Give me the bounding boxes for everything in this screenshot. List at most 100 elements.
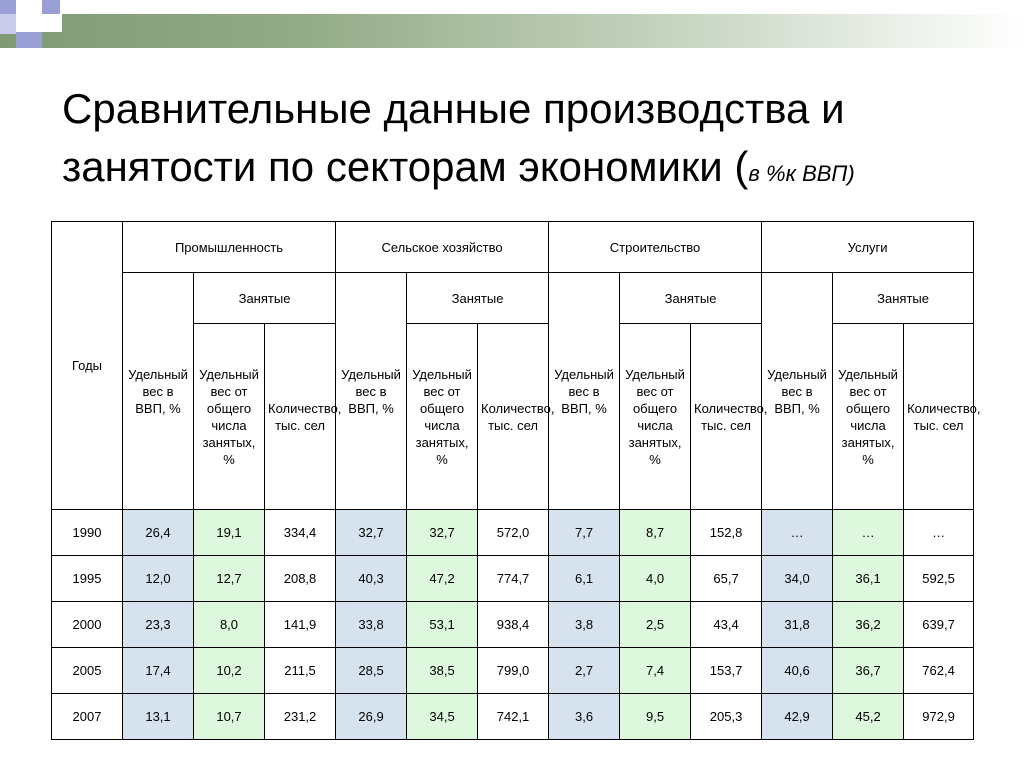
table-cell: 972,9	[903, 693, 975, 740]
decor-square	[42, 0, 60, 14]
title-subtitle: в %к ВВП)	[748, 161, 855, 186]
table-row: 2005 17,4 10,2 211,5 28,5 38,5 799,0 2,7 7,4 153,…	[51, 647, 975, 694]
header-decoration-bar	[0, 14, 1024, 48]
data-rows: 1990 26,4 19,1 334,4 32,7 32,7 572,0 7,7 8,7 152,…	[51, 509, 975, 740]
year-cell: 1995	[51, 555, 123, 602]
employed-header: Занятые	[619, 272, 763, 324]
decor-square	[0, 14, 16, 34]
table-cell: 231,2	[263, 693, 337, 740]
table-cell: …	[761, 509, 834, 556]
table-cell: 8,0	[193, 601, 265, 648]
table-row: 1995 12,0 12,7 208,8 40,3 47,2 774,7 6,1 4,0 65,7…	[51, 555, 975, 602]
table-cell: …	[832, 509, 905, 556]
year-cell: 1990	[51, 509, 123, 556]
col-share-gdp-header: Удельный вес в ВВП, %	[761, 272, 834, 510]
table-cell: 28,5	[335, 647, 408, 694]
table-cell: 34,5	[406, 693, 479, 740]
col-count-header: Количество, тыс. сел	[477, 323, 554, 510]
table-cell: 42,9	[761, 693, 834, 740]
table-cell: 152,8	[690, 509, 763, 556]
col-share-employed-header: Удельный вес от общего числа занятых, %	[193, 323, 265, 510]
sector-data-table: Годы Промышленность Сельское хозяйство С…	[51, 221, 981, 740]
table-cell: 45,2	[832, 693, 905, 740]
col-share-gdp-header: Удельный вес в ВВП, %	[548, 272, 621, 510]
table-cell: 334,4	[263, 509, 337, 556]
table-cell: 8,7	[619, 509, 692, 556]
table-row: 2000 23,3 8,0 141,9 33,8 53,1 938,4 3,8 2,5 43,4 3…	[51, 601, 975, 648]
col-share-gdp-header: Удельный вес в ВВП, %	[335, 272, 408, 510]
table-cell: 34,0	[761, 555, 834, 602]
table-cell: 774,7	[477, 555, 550, 602]
years-header: Годы	[51, 221, 123, 510]
table-cell: 10,7	[193, 693, 265, 740]
table-cell: 572,0	[477, 509, 550, 556]
table-cell: 938,4	[477, 601, 550, 648]
year-cell: 2000	[51, 601, 123, 648]
table-cell: 13,1	[122, 693, 194, 740]
col-share-gdp-header: Удельный вес в ВВП, %	[122, 272, 194, 510]
year-cell: 2007	[51, 693, 123, 740]
table-cell: 40,3	[335, 555, 408, 602]
col-share-employed-header: Удельный вес от общего числа занятых, %	[619, 323, 692, 510]
table-cell: 36,2	[832, 601, 905, 648]
header-row-employed: Удельный вес в ВВП, % Занятые Удельный в…	[52, 272, 975, 510]
table-cell: 36,1	[832, 555, 905, 602]
header-row-columns: Удельный вес от общего числа занятых, % …	[52, 323, 981, 510]
table-cell: 53,1	[406, 601, 479, 648]
table-cell: 762,4	[903, 647, 975, 694]
col-count-header: Количество, тыс. сел	[263, 323, 341, 510]
table-cell: 65,7	[690, 555, 763, 602]
table-cell: 7,7	[548, 509, 621, 556]
sector-header-agriculture: Сельское хозяйство	[335, 221, 550, 273]
employed-header: Занятые	[192, 272, 337, 324]
sector-header-services: Услуги	[761, 221, 975, 273]
table-cell: 31,8	[761, 601, 834, 648]
table-cell: 32,7	[335, 509, 408, 556]
table-cell: 3,6	[548, 693, 621, 740]
decor-square	[60, 0, 78, 14]
table-cell: 208,8	[263, 555, 337, 602]
table-cell: 211,5	[263, 647, 337, 694]
table-row: 1990 26,4 19,1 334,4 32,7 32,7 572,0 7,7 8,7 152,…	[51, 509, 975, 556]
table-cell: 4,0	[619, 555, 692, 602]
table-cell: …	[903, 509, 975, 556]
table-cell: 7,4	[619, 647, 692, 694]
title-main: Сравнительные данные производства и заня…	[62, 85, 845, 190]
table-cell: 43,4	[690, 601, 763, 648]
table-cell: 205,3	[690, 693, 763, 740]
table-cell: 23,3	[122, 601, 194, 648]
col-share-employed-header: Удельный вес от общего числа занятых, %	[832, 323, 905, 510]
table-cell: 32,7	[406, 509, 479, 556]
table-cell: 2,5	[619, 601, 692, 648]
table-cell: 9,5	[619, 693, 692, 740]
table-cell: 26,4	[122, 509, 194, 556]
table-cell: 6,1	[548, 555, 621, 602]
table-cell: 153,7	[690, 647, 763, 694]
table-cell: 38,5	[406, 647, 479, 694]
decor-square	[16, 14, 42, 32]
sector-header-construction: Строительство	[548, 221, 763, 273]
table-cell: 10,2	[193, 647, 265, 694]
table-cell: 742,1	[477, 693, 550, 740]
table-cell: 3,8	[548, 601, 621, 648]
table-cell: 40,6	[761, 647, 834, 694]
table-cell: 47,2	[406, 555, 479, 602]
col-count-header: Количество, тыс. сел	[903, 323, 981, 510]
col-share-employed-header: Удельный вес от общего числа занятых, %	[406, 323, 479, 510]
table-cell: 799,0	[477, 647, 550, 694]
table-row: 2007 13,1 10,7 231,2 26,9 34,5 742,1 3,6 9,5 205,…	[51, 693, 975, 740]
table-cell: 12,7	[193, 555, 265, 602]
table-cell: 26,9	[335, 693, 408, 740]
sector-header-industry: Промышленность	[121, 221, 337, 273]
employed-header: Занятые	[832, 272, 975, 324]
decor-square	[16, 32, 42, 48]
decor-square	[42, 14, 62, 32]
employed-header: Занятые	[406, 272, 550, 324]
table-cell: 19,1	[193, 509, 265, 556]
decor-square	[0, 0, 16, 14]
page-title: Сравнительные данные производства и заня…	[62, 80, 982, 203]
table-cell: 17,4	[122, 647, 194, 694]
col-count-header: Количество, тыс. сел	[690, 323, 767, 510]
table-cell: 639,7	[903, 601, 975, 648]
table-cell: 33,8	[335, 601, 408, 648]
